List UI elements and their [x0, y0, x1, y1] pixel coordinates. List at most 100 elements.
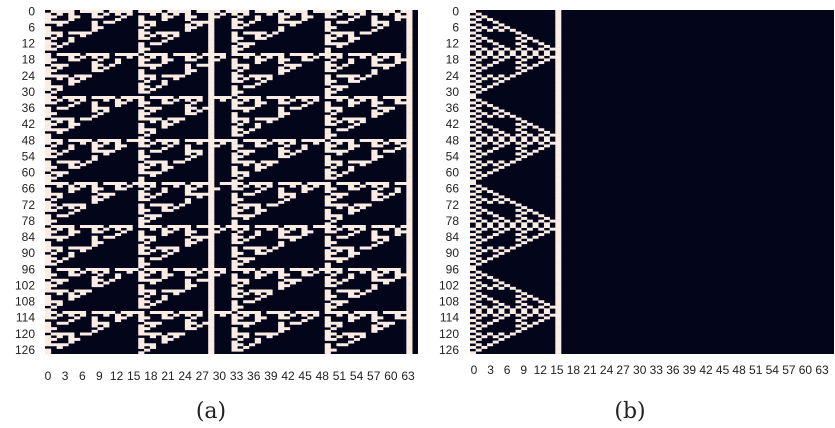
heatmap-cell	[348, 251, 361, 255]
y-tick-label: 96	[446, 262, 460, 276]
heatmap-cell	[555, 66, 562, 70]
heatmap-cell	[475, 171, 482, 175]
heatmap-cell	[161, 79, 168, 83]
heatmap-cell	[359, 55, 366, 59]
heatmap-cell	[394, 313, 401, 317]
heatmap-cell	[103, 195, 110, 199]
heatmap-cell	[515, 294, 522, 298]
heatmap-cell	[138, 327, 151, 331]
heatmap-cell	[383, 149, 395, 153]
heatmap-cell	[371, 61, 378, 65]
heatmap-cell	[406, 259, 413, 263]
heatmap-cell	[68, 190, 75, 194]
heatmap-cell	[208, 147, 215, 151]
heatmap-cell	[498, 281, 505, 285]
heatmap-cell	[470, 31, 476, 35]
heatmap-cell	[208, 18, 215, 22]
heatmap-cell	[45, 270, 52, 274]
heatmap-cell	[487, 308, 494, 312]
heatmap-cell	[475, 222, 482, 226]
heatmap-cell	[149, 184, 157, 188]
heatmap-cell	[348, 125, 355, 129]
heatmap-cell	[348, 18, 355, 22]
heatmap-cell	[406, 214, 413, 218]
heatmap-cell	[45, 235, 69, 239]
heatmap-cell	[532, 321, 539, 325]
heatmap-cell	[324, 243, 331, 247]
heatmap-cell	[406, 192, 413, 196]
heatmap-cell	[231, 268, 256, 271]
heatmap-cell	[324, 160, 343, 164]
heatmap-cell	[330, 246, 355, 250]
heatmap-cell	[161, 125, 168, 129]
x-tick-label: 60	[799, 363, 813, 377]
heatmap-cell	[492, 141, 499, 145]
heatmap-cell	[173, 53, 197, 56]
heatmap-cell	[138, 286, 145, 290]
heatmap-cell	[68, 187, 81, 191]
heatmap-cell	[68, 39, 75, 43]
heatmap-cell	[243, 109, 250, 113]
heatmap-cell	[208, 216, 215, 220]
y-tick-label: 90	[446, 246, 460, 260]
heatmap-cell	[138, 163, 145, 167]
heatmap-cell	[79, 249, 87, 253]
heatmap-cell	[400, 10, 413, 13]
heatmap-cell	[348, 276, 355, 280]
heatmap-cell	[231, 198, 244, 202]
heatmap-cell	[555, 20, 562, 24]
heatmap-cell	[184, 106, 197, 110]
heatmap-cell	[555, 343, 562, 347]
heatmap-cell	[555, 351, 562, 355]
heatmap-cell	[371, 324, 378, 328]
heatmap-cell	[68, 18, 75, 22]
heatmap-cell	[504, 335, 511, 339]
heatmap-cell	[138, 316, 151, 320]
heatmap-cell	[45, 246, 63, 250]
heatmap-cell	[336, 128, 349, 132]
heatmap-cell	[336, 66, 343, 70]
heatmap-cell	[487, 297, 494, 301]
heatmap-cell	[526, 313, 533, 317]
heatmap-cell	[470, 173, 476, 177]
heatmap-cell	[481, 141, 488, 145]
heatmap-cell	[231, 63, 250, 67]
heatmap-cell	[324, 278, 337, 282]
heatmap-panel-b: 0612182430364248546066727884909610210811…	[439, 4, 834, 424]
heatmap-cell	[219, 141, 226, 145]
heatmap-cell	[406, 147, 413, 151]
heatmap-cell	[231, 187, 244, 191]
heatmap-cell	[406, 90, 413, 94]
heatmap-cell	[324, 230, 337, 234]
heatmap-cell	[521, 241, 528, 245]
heatmap-cell	[498, 74, 505, 78]
heatmap-cell	[555, 79, 562, 83]
heatmap-cell	[475, 53, 482, 56]
heatmap-cell	[521, 58, 528, 62]
heatmap-cell	[68, 230, 81, 234]
heatmap-cell	[45, 321, 52, 325]
heatmap-cell	[336, 343, 349, 347]
heatmap-cell	[243, 270, 250, 274]
heatmap-cell	[330, 273, 337, 277]
y-tick-label: 36	[446, 101, 460, 115]
heatmap-cell	[348, 227, 355, 231]
heatmap-cell	[68, 227, 75, 231]
heatmap-cell	[138, 44, 145, 48]
heatmap-cell	[492, 168, 499, 172]
heatmap-cell	[481, 284, 488, 288]
heatmap-cell	[470, 82, 476, 86]
heatmap-cell	[196, 184, 203, 188]
heatmap-cell	[79, 313, 87, 317]
heatmap-cell	[470, 254, 476, 258]
heatmap-cell	[50, 117, 75, 121]
heatmap-cell	[278, 147, 285, 151]
heatmap-cell	[231, 98, 238, 102]
heatmap-cell	[283, 63, 302, 67]
heatmap-cell	[45, 15, 57, 19]
heatmap-cell	[324, 187, 337, 191]
heatmap-cell	[481, 26, 488, 30]
heatmap-cell	[138, 98, 145, 102]
heatmap-cell	[237, 69, 244, 73]
heatmap-cell	[301, 58, 314, 62]
